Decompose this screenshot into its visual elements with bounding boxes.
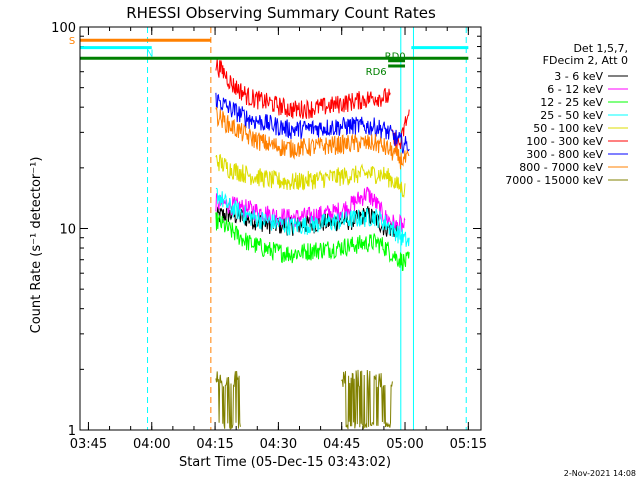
x-tick-label-4: 04:45	[323, 437, 360, 452]
legend-label-3: 25 - 50 keV	[540, 109, 603, 122]
series-5-trace-1	[391, 109, 410, 153]
legend-label-7: 800 - 7000 keV	[519, 161, 603, 174]
plot-marks: 03:45 04:00 04:15 04:30 04:45 05:00 05:15 100 10…	[51, 21, 628, 452]
series-4-trace-0	[215, 153, 406, 199]
legend-label-5: 100 - 300 keV	[526, 135, 603, 148]
y-tick-label-1: 10	[59, 223, 76, 238]
legend-label-1: 6 - 12 keV	[547, 83, 603, 96]
x-tick-label-0: 03:45	[70, 437, 107, 452]
y-axis-label: Count Rate (s⁻¹ detector⁻¹)	[29, 157, 44, 334]
x-tick-label-6: 05:15	[450, 437, 487, 452]
legend-label-0: 3 - 6 keV	[554, 70, 603, 83]
legend-label-6: 300 - 800 keV	[526, 148, 603, 161]
marker-label-0: S	[69, 36, 75, 47]
legend-label-8: 7000 - 15000 keV	[505, 174, 603, 187]
legend-header-line-2: FDecim 2, Att 0	[543, 54, 628, 67]
marker-label-4: RD0	[385, 52, 406, 63]
x-tick-label-1: 04:00	[133, 437, 170, 452]
x-tick-label-5: 05:00	[386, 437, 423, 452]
marker-label-5: RD6	[366, 67, 387, 78]
series-7-trace-0	[215, 106, 410, 170]
legend-header-line-1: Det 1,5,7,	[573, 42, 628, 55]
x-tick-label-3: 04:30	[260, 437, 297, 452]
series-6-trace-0	[215, 92, 410, 154]
marker-label-1: N	[146, 49, 153, 60]
series-2-trace-0	[215, 212, 410, 272]
y-tick-label-2: 1	[68, 424, 76, 439]
plot-frame	[79, 26, 482, 431]
x-axis-label: Start Time (05-Dec-15 03:43:02)	[179, 455, 391, 470]
series-8-trace-1	[341, 369, 393, 430]
legend-label-2: 12 - 25 keV	[540, 96, 603, 109]
y-tick-label-0: 100	[51, 21, 76, 36]
chart-title: RHESSI Observing Summary Count Rates	[126, 4, 436, 22]
footer-date: 2-Nov-2021 14:08	[564, 469, 636, 478]
series-3-trace-0	[215, 187, 410, 247]
x-tick-label-2: 04:15	[196, 437, 233, 452]
series-5-trace-0	[215, 58, 391, 119]
series-8-trace-0	[215, 370, 241, 430]
legend-label-4: 50 - 100 keV	[533, 122, 603, 135]
